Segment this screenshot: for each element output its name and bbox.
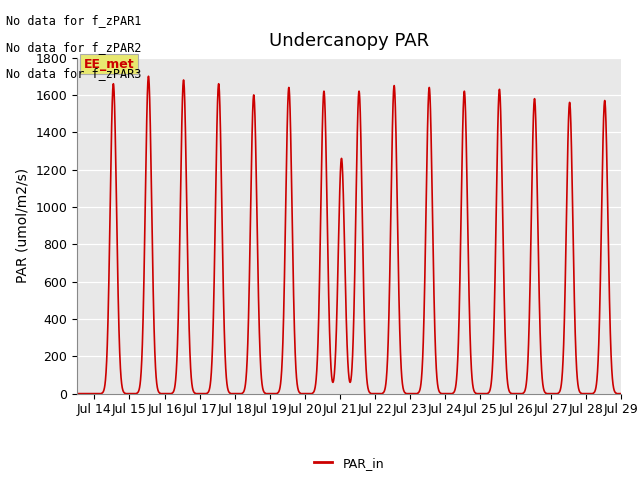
Title: Undercanopy PAR: Undercanopy PAR (269, 33, 429, 50)
Text: No data for f_zPAR2: No data for f_zPAR2 (6, 41, 142, 54)
Legend: PAR_in: PAR_in (308, 452, 389, 475)
Text: No data for f_zPAR3: No data for f_zPAR3 (6, 67, 142, 80)
Y-axis label: PAR (umol/m2/s): PAR (umol/m2/s) (15, 168, 29, 283)
Text: EE_met: EE_met (84, 58, 134, 71)
Text: No data for f_zPAR1: No data for f_zPAR1 (6, 14, 142, 27)
